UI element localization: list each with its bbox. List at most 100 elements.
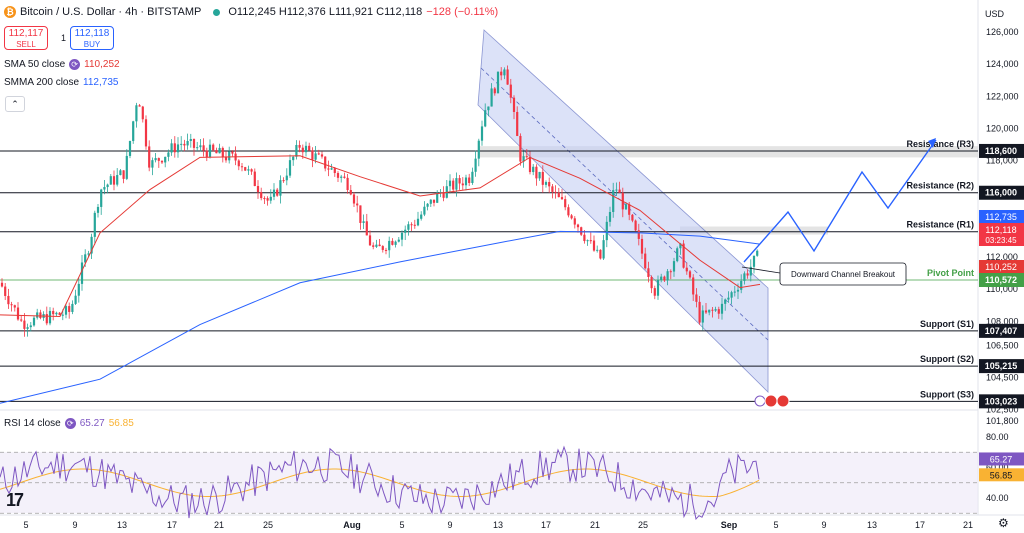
price-tick: 124,000 (986, 59, 1019, 69)
candle-body (106, 184, 109, 188)
candle-body (522, 156, 525, 162)
candle-body (704, 310, 708, 313)
candle-body (269, 196, 272, 201)
candle-body (125, 155, 128, 179)
rsi-ma-value: 56.85 (108, 418, 134, 429)
candle-body (266, 198, 269, 201)
price-tick: 104,500 (986, 373, 1019, 383)
candle-body (212, 144, 215, 151)
r3-zone (478, 146, 978, 158)
rsi-line (0, 445, 760, 521)
buy-button[interactable]: 112,118 BUY (70, 26, 114, 50)
candle-body (237, 160, 240, 167)
candle-body (205, 150, 208, 158)
candle-body (749, 266, 752, 276)
candle-body (752, 255, 756, 267)
refresh-icon[interactable]: ⟳ (64, 418, 76, 429)
candle-body (516, 111, 519, 136)
candle-body (253, 171, 256, 187)
candle-body (724, 299, 727, 304)
candle-body (682, 243, 685, 268)
projection-arrow-icon (928, 138, 936, 148)
time-tick: 9 (447, 520, 452, 530)
candle-body (148, 146, 151, 168)
symbol-title[interactable]: Bitcoin / U.S. Dollar · 4h · BITSTAMP (20, 6, 202, 18)
candle-body (532, 166, 535, 173)
candle-body (560, 197, 564, 200)
candle-body (183, 143, 186, 146)
candle-body (330, 168, 333, 170)
rsi-label: RSI 14 close (4, 418, 61, 429)
sma50-legend[interactable]: SMA 50 close ⟳ 110,252 (4, 59, 120, 70)
candle-body (314, 153, 317, 160)
candle-body (58, 312, 61, 315)
candle-body (701, 310, 704, 323)
candle-body (340, 176, 343, 178)
smma200-line (0, 230, 761, 404)
time-tick: 17 (541, 520, 551, 530)
candle-body (717, 309, 720, 314)
time-tick: 5 (773, 520, 778, 530)
candle-body (36, 312, 39, 318)
candle-body (132, 121, 135, 142)
candle-body (525, 156, 528, 158)
candle-body (455, 178, 458, 190)
candle-body (464, 177, 468, 186)
candle-body (448, 180, 452, 187)
candle-body (576, 224, 580, 228)
candle-body (154, 158, 157, 161)
candle-body (362, 221, 365, 223)
sma50-line (0, 155, 761, 318)
candle-body (272, 189, 276, 197)
collapse-legend-button[interactable]: ⌃ (5, 96, 25, 112)
sma-badge (979, 260, 1024, 273)
sell-button[interactable]: 112,117 SELL (4, 26, 48, 50)
candle-body (263, 198, 266, 200)
candle-body (244, 167, 247, 171)
price-tick: 108,000 (986, 316, 1019, 326)
candle-body (477, 140, 480, 159)
candle-body (436, 192, 439, 203)
candle-body (93, 212, 96, 237)
candle-body (144, 119, 148, 147)
candle-body (644, 253, 647, 269)
candle-body (135, 105, 138, 122)
candle-body (240, 166, 244, 168)
candle-body (20, 319, 23, 321)
candle-body (650, 277, 653, 289)
sma-badge-text: 110,252 (985, 262, 1017, 272)
candle-body (416, 218, 420, 226)
smma200-label: SMMA 200 close (4, 77, 80, 88)
time-tick: 13 (867, 520, 877, 530)
candle-body (356, 203, 359, 206)
settings-icon[interactable]: ⚙ (998, 516, 1009, 530)
candle-body (461, 183, 464, 186)
level-badge-text-4: 107,407 (985, 326, 1018, 336)
price-badge-text: 112,118 (985, 225, 1016, 235)
candles (0, 65, 759, 337)
candle-body (64, 306, 68, 315)
time-tick: 21 (214, 520, 224, 530)
candle-body (218, 147, 221, 154)
candle-body (458, 178, 461, 184)
channel-midline (480, 67, 769, 341)
candle-body (247, 169, 250, 171)
candle-body (157, 158, 160, 161)
rsi-tick: 40.00 (986, 493, 1009, 503)
currency-label[interactable]: USD (985, 9, 1005, 19)
countdown-text: 03:23:45 (985, 236, 1017, 245)
candle-body (202, 145, 205, 151)
market-status-icon (213, 8, 221, 16)
candle-body (535, 166, 538, 179)
refresh-icon[interactable]: ⟳ (69, 59, 81, 70)
candle-body (32, 317, 36, 326)
candle-body (637, 230, 640, 239)
rsi-badge-text: 65.27 (990, 454, 1013, 464)
candle-body (672, 261, 676, 272)
candle-body (580, 227, 583, 235)
rsi-legend[interactable]: RSI 14 close ⟳ 65.27 56.85 (4, 418, 134, 429)
smma200-legend[interactable]: SMMA 200 close 112,735 (4, 77, 118, 88)
candle-body (285, 175, 288, 181)
candle-body (676, 248, 679, 262)
